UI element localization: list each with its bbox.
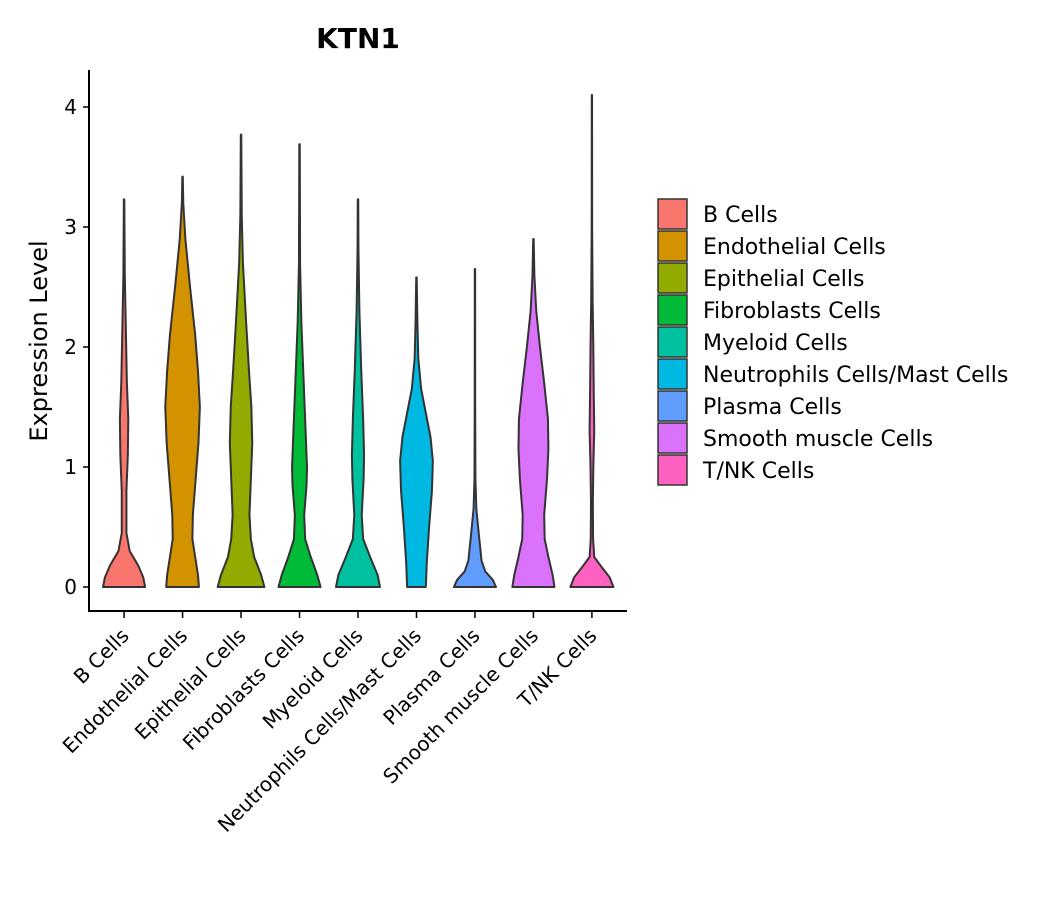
legend-label: B Cells [703, 203, 778, 228]
y-tick-label: 0 [64, 575, 77, 599]
legend-key [657, 294, 688, 326]
legend-key [657, 230, 688, 262]
legend-key [657, 454, 688, 486]
legend-label: Smooth muscle Cells [703, 427, 933, 452]
y-axis-ticks: 0 1 2 3 4 [64, 95, 89, 599]
legend-label: Myeloid Cells [703, 331, 848, 356]
violin-b-cells [102, 198, 147, 588]
violin-t-nk-cells [569, 94, 615, 588]
chart-title: KTN1 [316, 22, 400, 55]
violin-epithelial-cells [216, 133, 266, 588]
legend-key [657, 422, 688, 454]
violin-fibroblasts-cells [277, 143, 322, 588]
legend-label: Fibroblasts Cells [703, 299, 881, 324]
violin-neutrophils-cells-mast-cells [399, 276, 434, 588]
violin-endothelial-cells [164, 175, 201, 588]
legend-key [657, 198, 688, 230]
x-tick-label: Myeloid Cells [258, 624, 368, 734]
violin-plasma-cells [452, 268, 498, 588]
legend-key [657, 326, 688, 358]
legend: B Cells Endothelial Cells Epithelial Cells… [657, 198, 1008, 486]
legend-key [657, 358, 688, 390]
y-tick-label: 3 [64, 215, 77, 239]
legend-label: Epithelial Cells [703, 267, 864, 292]
y-tick-label: 1 [64, 455, 77, 479]
legend-label: Plasma Cells [703, 395, 842, 420]
legend-label: Neutrophils Cells/Mast Cells [703, 363, 1008, 388]
y-axis-label: Expression Level [25, 240, 53, 441]
legend-key [657, 262, 688, 294]
legend-key [657, 390, 688, 422]
violin-myeloid-cells [335, 198, 381, 588]
legend-label: T/NK Cells [702, 459, 814, 484]
y-tick-label: 4 [64, 95, 77, 119]
violins-group [102, 94, 615, 588]
legend-label: Endothelial Cells [703, 235, 886, 260]
violin-smooth-muscle-cells [511, 238, 556, 588]
y-tick-label: 2 [64, 335, 77, 359]
